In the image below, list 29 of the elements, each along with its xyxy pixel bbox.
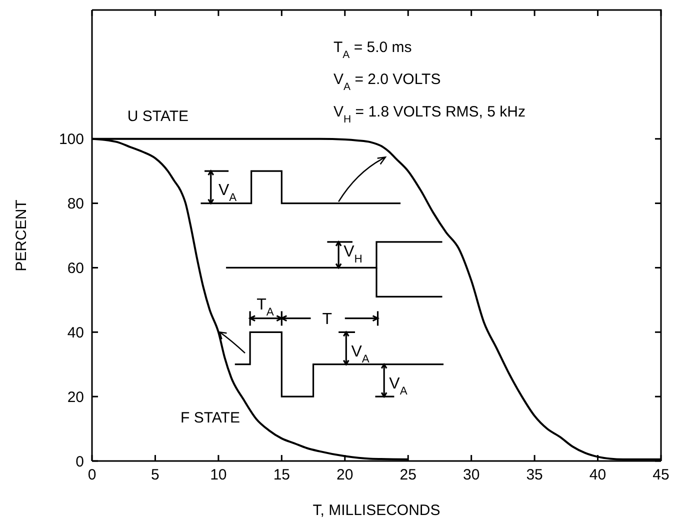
x-tick-label: 30 [462, 466, 480, 484]
annotation: T$_{A}$ [256, 296, 274, 319]
x-tick-label: 15 [273, 466, 290, 484]
y-tick-label: 100 [58, 131, 84, 148]
x-axis-title: T, MILLISECONDS [312, 502, 440, 519]
x-tick-label: 10 [210, 466, 227, 484]
y-tick-label: 20 [67, 388, 84, 406]
annotation: V$_{H}$ [344, 243, 362, 266]
y-tick-label: 40 [67, 324, 84, 342]
y-axis-title: PERCENT [13, 200, 30, 272]
annotation: T$_{A}$ = 5.0 ms [334, 38, 412, 61]
x-tick-label: 0 [88, 466, 96, 484]
y-tick-label: 0 [76, 453, 84, 470]
annotation: V$_{A}$ = 2.0 VOLTS [334, 71, 441, 94]
annotation: V$_{A}$ [351, 343, 370, 366]
annotation: V$_{A}$ [389, 376, 408, 398]
x-tick-label: 5 [151, 466, 160, 484]
x-tick-label: 35 [526, 466, 543, 484]
annotation: T [322, 311, 332, 328]
annotation: V$_{A}$ [218, 182, 238, 204]
y-tick-label: 80 [67, 196, 84, 213]
x-tick-label: 20 [336, 466, 354, 484]
x-tick-label: 45 [652, 466, 670, 484]
series-label: F STATE [180, 409, 240, 426]
x-tick-label: 40 [589, 466, 606, 484]
y-tick-label: 60 [67, 260, 84, 278]
annotation: V$_{H}$ = 1.8 VOLTS RMS, 5 kHz [334, 103, 526, 126]
series-label: U STATE [127, 108, 189, 126]
x-tick-label: 25 [400, 466, 416, 484]
